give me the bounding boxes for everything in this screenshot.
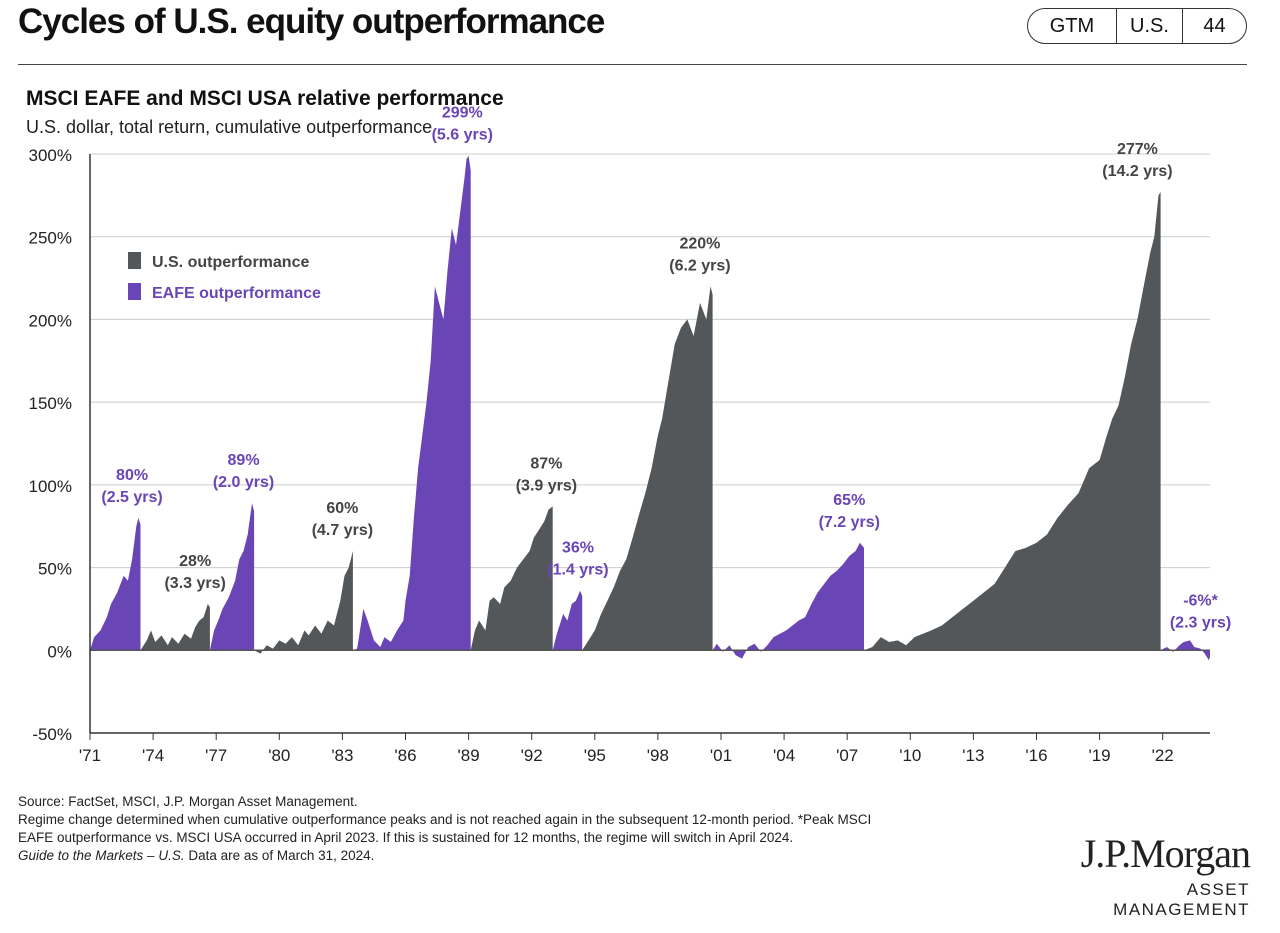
eafe-outperformance-area [352,155,471,651]
x-tick-label: '13 [962,746,984,765]
x-tick-label: '86 [394,746,416,765]
peak-value-label: 89% [228,452,260,469]
cycle-duration-label: (3.9 yrs) [516,477,577,494]
guide-tag: GTM [1028,9,1117,43]
relative-performance-chart: 300% 250% 200% 150% 100% 50% 0% -50% '71 '74 '77 '8… [29,105,1232,765]
x-tick-label: '74 [142,746,164,765]
legend-label-us: U.S. outperformance [152,254,309,271]
page-number: 44 [1203,14,1226,37]
cycle-duration-label: (4.7 yrs) [312,522,373,539]
y-tick-label: 200% [29,311,72,330]
cycle-duration-label: (6.2 yrs) [669,257,730,274]
y-tick-label: -50% [32,725,72,744]
x-tick-label: '80 [268,746,290,765]
cycle-duration-label: (2.3 yrs) [1170,615,1231,632]
us-outperformance-area [864,192,1161,651]
region-tag: U.S. [1117,9,1183,43]
eafe-outperformance-area [90,517,141,651]
us-outperformance-area [582,286,713,651]
eafe-outperformance-area [552,590,583,651]
peak-value-label: 65% [833,492,865,509]
legend-swatch-us [128,252,141,269]
cycle-duration-label: (2.5 yrs) [101,489,162,506]
logo-tagline: ASSET MANAGEMENT [1113,880,1250,919]
peak-value-label: 80% [116,467,148,484]
page-title: Cycles of U.S. equity outperformance [18,2,605,41]
y-tick-label: 250% [29,229,72,248]
chart-subtitle: U.S. dollar, total return, cumulative ou… [26,117,433,137]
y-tick-label: 300% [29,146,72,165]
peak-value-label: 299% [442,105,483,122]
x-tick-label: '01 [710,746,732,765]
x-tick-label: '19 [1088,746,1110,765]
jpmorgan-logo: J.P.Morgan ASSET MANAGEMENT [1050,831,1251,920]
y-tick-label: 0% [47,642,72,661]
x-tick-label: '92 [521,746,543,765]
x-tick-label: '89 [458,746,480,765]
y-tick-label: 150% [29,394,72,413]
chart-title: MSCI EAFE and MSCI USA relative performa… [26,87,504,110]
x-tick-label: '98 [647,746,669,765]
footnotes: Source: FactSet, MSCI, J.P. Morgan Asset… [18,793,1038,865]
peak-value-label: 87% [530,455,562,472]
x-tick-label: '95 [584,746,606,765]
peak-value-label: 277% [1117,141,1158,158]
cycle-duration-label: (7.2 yrs) [819,514,880,531]
eafe-outperformance-area [712,542,864,659]
us-outperformance-area [470,506,553,651]
regime-note-line-1: Regime change determined when cumulative… [18,812,872,827]
cycle-duration-label: (5.6 yrs) [432,127,493,144]
cycle-duration-label: (1.4 yrs) [547,562,608,579]
x-tick-label: '04 [773,746,795,765]
peak-value-label: -6%* [1183,593,1218,610]
x-tick-label: '10 [899,746,921,765]
peak-value-label: 28% [179,553,211,570]
us-outperformance-area [140,604,210,651]
guide-note: Guide to the Markets – U.S. Data are as … [18,847,1038,865]
as-of-date: Data are as of March 31, 2024. [184,848,375,863]
y-tick-label: 100% [29,477,72,496]
regime-note-line-2: EAFE outperformance vs. MSCI USA occurre… [18,830,794,845]
cycle-duration-label: (2.0 yrs) [213,474,274,491]
x-tick-label: '22 [1152,746,1174,765]
eafe-outperformance-area [1160,640,1210,661]
peak-value-label: 220% [679,235,720,252]
x-tick-label: '16 [1025,746,1047,765]
eafe-outperformance-area [209,503,255,651]
x-tick-label: '07 [836,746,858,765]
guide-name: Guide to the Markets – U.S. [18,848,185,863]
guide-tags: GTM U.S. 44 [1027,8,1247,44]
x-tick-label: '83 [331,746,353,765]
x-tick-label: '71 [79,746,101,765]
peak-value-label: 60% [326,500,358,517]
header-divider [18,64,1247,65]
y-tick-label: 50% [38,560,72,579]
peak-value-label: 36% [562,540,594,557]
legend-swatch-eafe [128,283,141,300]
us-outperformance-area [254,551,353,654]
source-note: Source: FactSet, MSCI, J.P. Morgan Asset… [18,794,358,809]
x-tick-label: '77 [205,746,227,765]
cycle-duration-label: (3.3 yrs) [164,575,225,592]
legend-label-eafe: EAFE outperformance [152,285,321,302]
logo-wordmark: J.P.Morgan [1080,831,1251,876]
cycle-duration-label: (14.2 yrs) [1102,163,1172,180]
